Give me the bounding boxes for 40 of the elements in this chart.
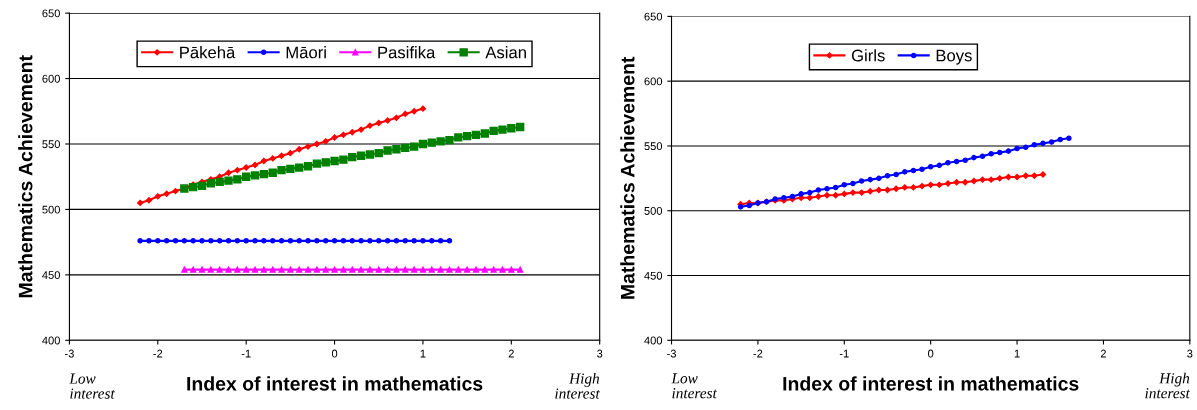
legend-label: Pasifika [378,46,436,59]
y-tick-label: 450 [42,271,60,279]
x-axis-title: Index of interest in mathematics [783,376,1079,391]
y-tick-label: 500 [644,207,663,215]
x-tick-label: 3 [597,349,603,358]
x-tick-label: 1 [1014,349,1020,358]
y-tick-label: 400 [42,336,60,345]
x-tick-label: 0 [331,349,338,358]
x-tick-label: -3 [667,349,676,358]
x-tick-label: 2 [1100,349,1106,358]
text: High interest [1145,372,1191,399]
text: Low interest [671,373,718,399]
x-axis-title: Index of interest in mathematics [187,376,483,391]
y-tick-label: 400 [644,336,663,345]
x-tick-label: 0 [928,349,934,358]
x-tick-label: -1 [241,349,251,358]
y-tick-label: 500 [42,205,60,214]
x-tick-label: -3 [64,349,74,358]
x-tick-label: 2 [508,349,514,358]
legend-label: Māori [286,46,326,59]
y-tick-label: 550 [42,140,60,149]
x-tick-label: -2 [753,349,763,358]
y-tick-label: 550 [644,142,663,151]
x-tick-label: 1 [420,349,426,358]
y-tick-label: 450 [644,271,663,280]
y-tick-label: 600 [644,77,663,86]
y-tick-label: 650 [42,9,60,18]
text: High interest [555,373,600,399]
y-tick-label: 600 [42,74,60,83]
x-tick-label: 3 [1187,349,1193,358]
y-axis-title: Mathematics Achievement [18,55,33,298]
text: Low interest [69,373,115,399]
legend-label: Girls [851,49,885,62]
legend-label: Boys [936,49,972,65]
legend-label: Pākehā [180,46,236,59]
y-tick-label: 650 [644,12,663,21]
legend-label: Asian [485,46,526,59]
y-axis-title: Mathematics Achievement [620,56,635,299]
x-tick-label: -2 [153,349,163,358]
x-tick-label: -1 [839,349,849,358]
